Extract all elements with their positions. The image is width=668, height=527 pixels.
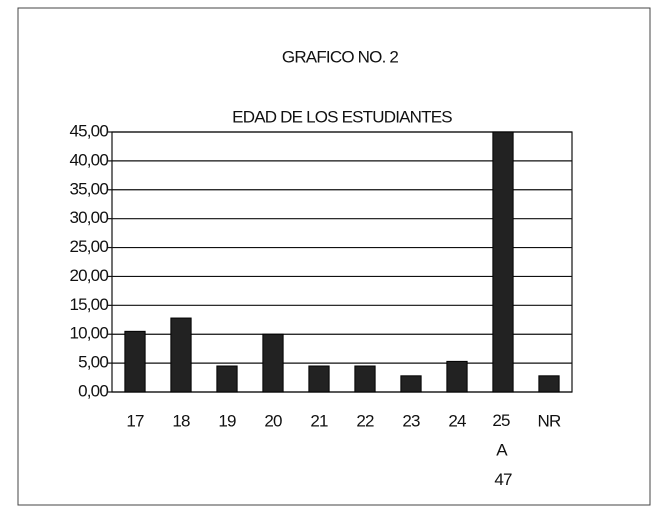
x-tick-label: 21 (310, 411, 328, 430)
x-tick-label: 17 (126, 411, 144, 430)
bar (216, 365, 238, 393)
y-tick-label: 40,00 (69, 150, 108, 169)
x-tick-label: 19 (218, 411, 236, 430)
y-tick-label: 0,00 (78, 381, 108, 400)
y-tick-label: 45,00 (69, 121, 108, 140)
chart-frame (17, 7, 651, 506)
chart-subtitle: EDAD DE LOS ESTUDIANTES (232, 107, 452, 126)
x-tick-label: 24 (448, 411, 466, 430)
x-tick-label: 23 (402, 411, 420, 430)
y-tick-label: 25,00 (69, 237, 108, 256)
chart-title: GRAFICO NO. 2 (282, 47, 399, 66)
bar (170, 317, 192, 393)
bar (262, 333, 284, 393)
bar (124, 330, 146, 393)
bar (354, 365, 376, 393)
y-tick-label: 35,00 (69, 179, 108, 198)
x-tick-label: 20 (264, 411, 282, 430)
bar (446, 360, 468, 393)
y-tick-label: 30,00 (69, 208, 108, 227)
bar (538, 375, 560, 393)
x-tick-label: 18 (172, 411, 190, 430)
bar (492, 131, 514, 393)
x-tick-label: 22 (356, 411, 374, 430)
y-tick-label: 15,00 (69, 295, 108, 314)
bar (400, 375, 422, 393)
x-tick-label: 25 A 47 (492, 411, 513, 489)
y-tick-label: 20,00 (69, 266, 108, 285)
x-tick-label: NR (538, 411, 561, 430)
y-tick-label: 5,00 (78, 353, 108, 372)
y-tick-label: 10,00 (69, 324, 108, 343)
bar (308, 365, 330, 393)
